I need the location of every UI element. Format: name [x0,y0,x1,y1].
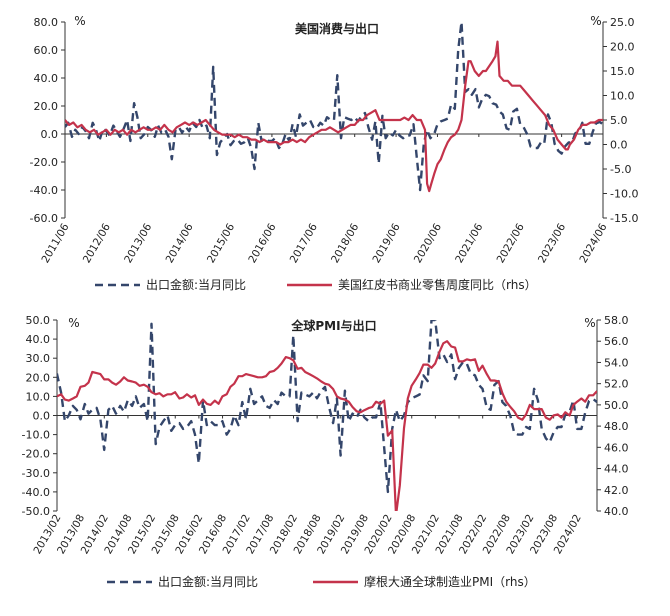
right-tick-label: 46.0 [604,441,629,454]
right-tick-label: 56.0 [604,335,629,348]
x-tick-label: 2017/06 [288,221,320,265]
x-tick-label: 2013/06 [122,221,154,265]
left-tick-label: -10.0 [22,429,50,442]
right-tick-label: 10.0 [610,90,635,103]
right-tick-label: 20.0 [610,41,635,54]
right-tick-label: 52.0 [604,378,629,391]
x-tick-label: 2021/06 [453,221,485,265]
left-tick-label: 20.0 [26,371,51,384]
left-tick-label: -40.0 [30,184,58,197]
x-tick-label: 2023/06 [536,221,568,265]
right-tick-label: 5.0 [610,114,628,127]
chart-2: 50.0 40.0 30.0 20.0 10.0 0.0 -10.0 -20.0 -30.0 -4… [22,314,629,589]
right-unit-label: % [590,14,601,28]
left-tick-label: -60.0 [30,212,58,225]
right-tick-label: 58.0 [604,314,629,327]
left-tick-label: -20.0 [30,156,58,169]
x-tick-label: 2016/06 [246,221,278,265]
right-tick-label: 50.0 [604,399,629,412]
series-line-export-yoy [57,320,597,494]
left-tick-label: -20.0 [22,448,50,461]
x-tick-label: 2015/06 [205,221,237,265]
left-unit-label: % [74,14,85,28]
left-tick-label: 60.0 [34,44,59,57]
left-tick-label: -30.0 [22,467,50,480]
left-tick-label: 50.0 [26,314,51,327]
x-tick-label: 2018/06 [329,221,361,265]
left-tick-label: 0.0 [41,128,59,141]
left-tick-label: 80.0 [34,16,59,29]
right-tick-label: 54.0 [604,356,629,369]
left-tick-label: 40.0 [26,333,51,346]
legend-label: 美国红皮书商业零售周度同比（rhs） [338,277,537,292]
right-unit-label: % [584,316,595,330]
right-tick-label: 48.0 [604,420,629,433]
right-tick-label: -5.0 [610,163,631,176]
series-line-rhs [65,40,603,193]
right-tick-label: 40.0 [604,505,629,518]
left-tick-label: -50.0 [22,505,50,518]
x-tick-label: 2020/06 [412,221,444,265]
series-line-export-yoy [65,22,603,192]
x-tick-label: 2011/06 [39,221,71,265]
right-tick-label: 44.0 [604,463,629,476]
legend-label: 出口金额:当月同比 [146,277,246,292]
series-line-rhs [57,340,597,511]
x-tick-label: 2024/06 [577,221,609,265]
left-tick-label: 10.0 [26,390,51,403]
left-tick-label: -40.0 [22,486,50,499]
x-tick-label: 2019/06 [370,221,402,265]
legend-label: 摩根大通全球制造业PMI（rhs） [364,574,536,589]
right-tick-label: 15.0 [610,65,635,78]
right-tick-label: 25.0 [610,16,635,29]
left-unit-label: % [68,316,79,330]
left-tick-label: 20.0 [34,100,59,113]
left-tick-label: 40.0 [34,72,59,85]
right-tick-label: -15.0 [610,212,638,225]
right-tick-label: 42.0 [604,484,629,497]
right-tick-label: -10.0 [610,188,638,201]
left-tick-label: 0.0 [33,410,51,423]
left-tick-label: 30.0 [26,352,51,365]
legend-label: 出口金额:当月同比 [158,574,258,589]
chart-1: 80.0 60.0 40.0 20.0 0.0 -20.0 -40.0 -60.0 25.0 20… [30,14,639,292]
x-tick-label: 2022/06 [495,221,527,265]
chart-title: 美国消费与出口 [295,21,379,36]
x-tick-label: 2012/06 [81,221,113,265]
x-tick-label: 2014/06 [164,221,196,265]
right-tick-label: 0.0 [610,139,628,152]
chart-title: 全球PMI与出口 [290,318,376,333]
